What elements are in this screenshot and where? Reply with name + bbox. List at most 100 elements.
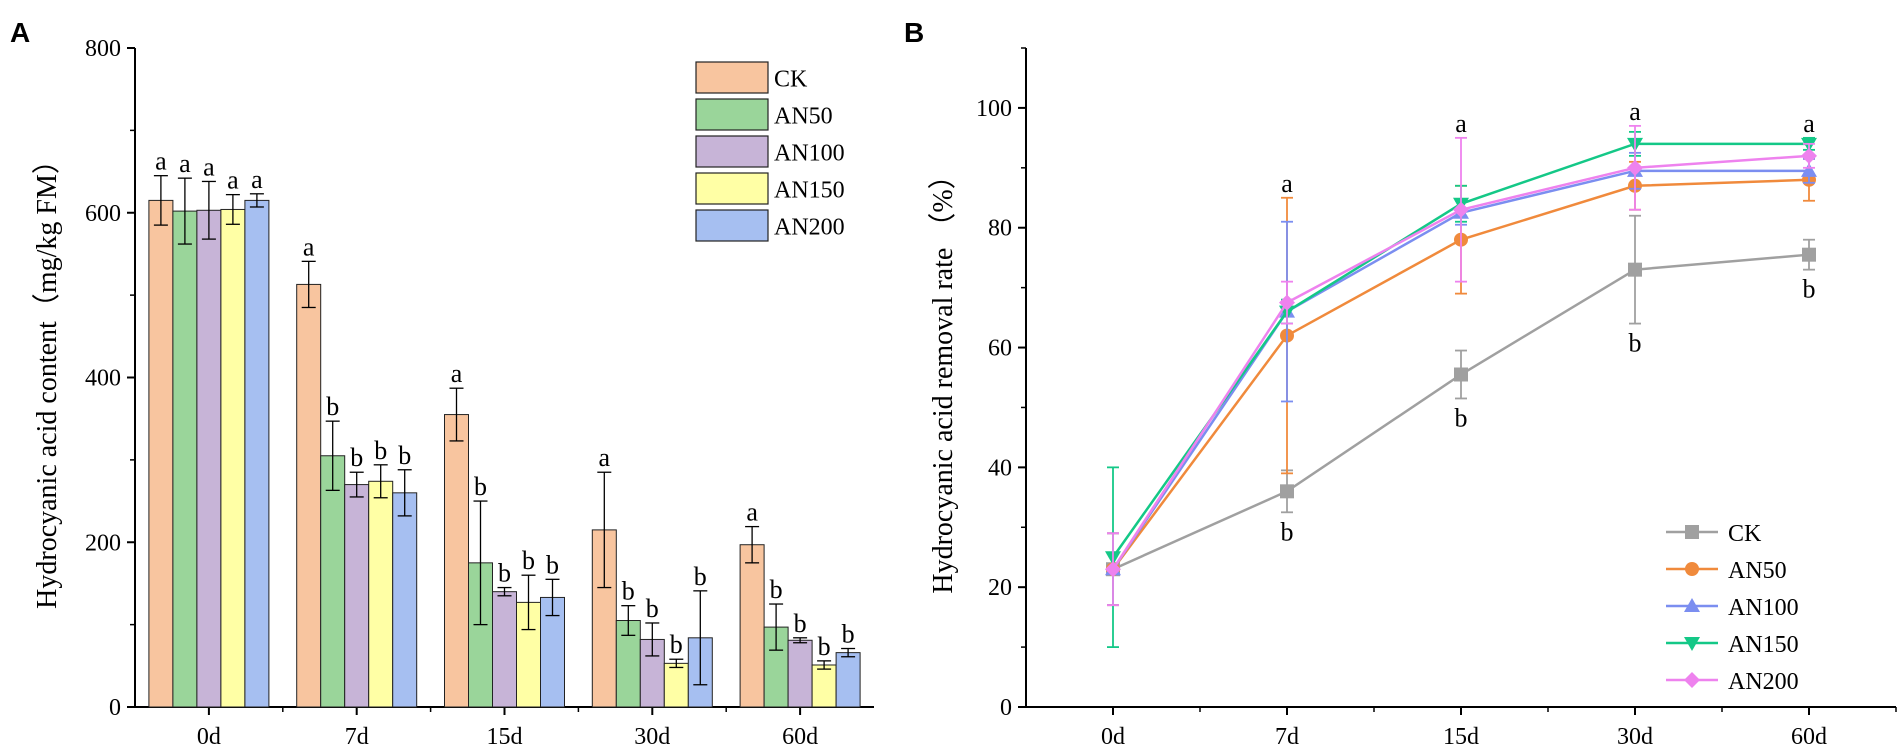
point-an100-60d: [1801, 162, 1817, 177]
bar-an200-7d: [392, 492, 418, 708]
bar-an150-60d: [811, 664, 837, 708]
point-an200-15d: [1453, 201, 1469, 218]
significance-letter: b: [374, 436, 387, 465]
legend-swatch-an50: [695, 98, 769, 131]
legend-label-ck: CK: [1728, 521, 1762, 547]
panel-a-bar-chart: 0 200 400 600 800 Hydrocyanic acid content（mg…: [31, 36, 874, 750]
legend-label-ck: CK: [774, 67, 808, 93]
y-tick-label: 0: [1000, 695, 1012, 721]
significance-letter-ck: b: [1803, 275, 1816, 304]
x-tick-label: 60d: [1791, 724, 1827, 750]
significance-letter: b: [474, 472, 487, 501]
significance-letter: a: [303, 232, 315, 261]
bar-ck-0d: [148, 199, 174, 708]
significance-letter: a: [227, 166, 239, 195]
x-tick-label: 30d: [634, 724, 670, 750]
legend-marker-ck: [1685, 525, 1699, 539]
significance-letter-top: a: [1629, 97, 1641, 126]
bar-an150-30d: [663, 662, 689, 708]
y-tick-label: 0: [109, 695, 121, 721]
y-tick-label: 40: [988, 455, 1012, 481]
significance-letter: b: [622, 577, 635, 606]
y-axis-title: Hydrocyanic acid content（mg/kg FM）: [31, 146, 63, 609]
point-ck-7d: [1280, 484, 1294, 499]
y-tick-label: 800: [85, 36, 121, 62]
significance-letter: b: [818, 632, 831, 661]
y-tick-label: 60: [988, 336, 1012, 362]
significance-letter-top: a: [1281, 169, 1293, 198]
significance-letter: b: [546, 550, 559, 579]
x-tick-label: 15d: [1443, 724, 1479, 750]
significance-letter: a: [451, 359, 463, 388]
bar-an100-15d: [492, 591, 517, 708]
significance-letter: a: [179, 149, 191, 178]
legend-marker-an100: [1684, 598, 1700, 612]
x-tick-label: 60d: [782, 724, 818, 750]
significance-letter: b: [326, 392, 339, 421]
bar-an50-7d: [320, 455, 346, 708]
significance-letter: b: [770, 575, 783, 604]
significance-letter: a: [251, 165, 263, 194]
point-an200-60d: [1801, 147, 1817, 164]
y-tick-label: 20: [988, 575, 1012, 601]
bar-an150-7d: [368, 480, 394, 708]
significance-letter: b: [794, 609, 807, 638]
legend-swatch-an200: [695, 209, 769, 242]
significance-letter: b: [646, 594, 659, 623]
point-an200-7d: [1279, 294, 1295, 311]
legend-swatch-an100: [695, 135, 769, 168]
legend-label-an100: AN100: [774, 141, 845, 167]
significance-letter-ck: b: [1629, 329, 1642, 358]
significance-letter: b: [350, 443, 363, 472]
bar-an150-0d: [220, 208, 246, 708]
legend-marker-an50: [1685, 562, 1699, 576]
significance-letter: a: [155, 147, 167, 176]
legend-label-an50: AN50: [774, 104, 833, 130]
panel-a-label: A: [10, 17, 30, 48]
significance-letter-ck: b: [1455, 403, 1468, 432]
bar-ck-15d: [444, 414, 469, 708]
bar-ck-7d: [296, 283, 322, 708]
significance-letter: b: [498, 559, 511, 588]
point-ck-15d: [1454, 367, 1468, 382]
legend-label-an200: AN200: [774, 215, 845, 241]
legend-marker-an150: [1684, 637, 1700, 651]
point-an200-0d: [1105, 561, 1121, 578]
bar-an100-60d: [787, 639, 813, 708]
legend-label-an100: AN100: [1728, 595, 1799, 621]
significance-letter-ck: b: [1281, 517, 1294, 546]
point-an200-30d: [1627, 159, 1643, 176]
significance-letter: a: [203, 152, 215, 181]
legend-swatch-an150: [695, 172, 769, 205]
bar-an200-0d: [244, 199, 270, 708]
point-ck-60d: [1802, 247, 1816, 262]
bar-an50-0d: [172, 210, 198, 708]
significance-letter: b: [522, 546, 535, 575]
legend-label-an150: AN150: [1728, 632, 1799, 658]
panel-b-label: B: [904, 17, 924, 48]
significance-letter-top: a: [1803, 109, 1815, 138]
legend-label-an50: AN50: [1728, 558, 1787, 584]
bar-an100-0d: [196, 209, 222, 708]
significance-letter: a: [746, 498, 758, 527]
y-tick-label: 200: [85, 530, 121, 556]
y-tick-label: 600: [85, 201, 121, 227]
x-tick-label: 0d: [197, 724, 221, 750]
bar-an100-7d: [344, 484, 370, 708]
bar-an50-15d: [468, 562, 493, 708]
x-tick-label: 7d: [1275, 724, 1299, 750]
significance-letter: b: [842, 620, 855, 649]
point-ck-30d: [1628, 262, 1642, 277]
significance-letter: a: [599, 443, 611, 472]
x-tick-label: 30d: [1617, 724, 1653, 750]
significance-letter: b: [694, 562, 707, 591]
bar-an200-60d: [835, 652, 861, 708]
y-tick-label: 100: [976, 96, 1012, 122]
x-tick-label: 7d: [345, 724, 369, 750]
legend-marker-an200: [1684, 672, 1700, 688]
x-tick-label: 0d: [1101, 724, 1125, 750]
panel-b-line-chart: 0 20 40 60 80 100 Hydrocyanic acid removal rat…: [927, 47, 1897, 750]
significance-letter: b: [398, 441, 411, 470]
significance-letter-top: a: [1455, 109, 1467, 138]
y-tick-label: 400: [85, 366, 121, 392]
